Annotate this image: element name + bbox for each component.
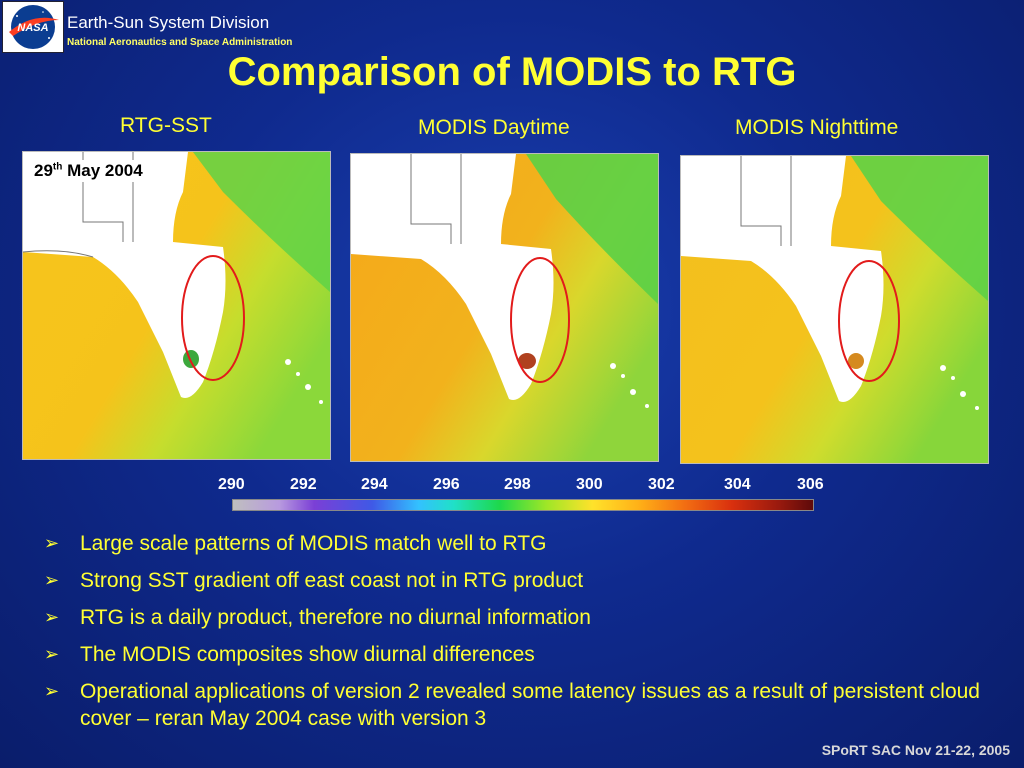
- date-rest: May 2004: [67, 161, 143, 180]
- bullet-text: Operational applications of version 2 re…: [80, 680, 980, 730]
- bullet-text: Strong SST gradient off east coast not i…: [80, 569, 584, 592]
- colorbar-tick: 302: [648, 476, 675, 493]
- bullet-item: ➢ RTG is a daily product, therefore no di…: [44, 604, 1004, 631]
- panel-label-modis-daytime: MODIS Daytime: [418, 116, 570, 139]
- bullet-list: ➢ Large scale patterns of MODIS match wel…: [44, 530, 1004, 742]
- map-rtg-sst: 29th May 2004: [22, 151, 331, 460]
- colorbar-tick: 304: [724, 476, 751, 493]
- bullet-text: Large scale patterns of MODIS match well…: [80, 532, 547, 555]
- map-modis-daytime: [350, 153, 659, 462]
- date-day: 29: [34, 161, 53, 180]
- date-label: 29th May 2004: [31, 160, 146, 182]
- colorbar-tick: 300: [576, 476, 603, 493]
- bullet-text: RTG is a daily product, therefore no diu…: [80, 606, 591, 629]
- footer-text: SPoRT SAC Nov 21-22, 2005: [821, 742, 1010, 758]
- colorbar-tick: 306: [797, 476, 824, 493]
- map-modis-nighttime: [680, 155, 989, 464]
- colorbar-ticks: 290 292 294 296 298 300 302 304 306: [218, 476, 824, 496]
- header: NASA Earth-Sun System Division National …: [0, 0, 330, 53]
- bullet-item: ➢ Large scale patterns of MODIS match wel…: [44, 530, 1004, 557]
- bullet-item: ➢ The MODIS composites show diurnal diffe…: [44, 641, 1004, 668]
- colorbar-tick: 290: [218, 476, 245, 493]
- colorbar-tick: 298: [504, 476, 531, 493]
- bullet-item: ➢ Strong SST gradient off east coast not …: [44, 567, 1004, 594]
- arrow-bullet-icon: ➢: [44, 570, 60, 590]
- colorbar-tick: 292: [290, 476, 317, 493]
- panel-label-modis-nighttime: MODIS Nighttime: [735, 116, 899, 139]
- nasa-logo: NASA: [2, 1, 64, 53]
- colorbar: [232, 499, 814, 511]
- bullet-item: ➢ Operational applications of version 2 r…: [44, 678, 1004, 732]
- page-title: Comparison of MODIS to RTG: [227, 50, 797, 94]
- arrow-bullet-icon: ➢: [44, 533, 60, 553]
- colorbar-tick: 294: [361, 476, 388, 493]
- colorbar-tick: 296: [433, 476, 460, 493]
- arrow-bullet-icon: ➢: [44, 607, 60, 627]
- date-suffix: th: [52, 161, 63, 173]
- nasa-logo-text: NASA: [17, 22, 48, 34]
- panel-label-rtg-sst: RTG-SST: [120, 114, 212, 137]
- arrow-bullet-icon: ➢: [44, 681, 60, 701]
- agency-subtitle: National Aeronautics and Space Administr…: [67, 37, 293, 48]
- arrow-bullet-icon: ➢: [44, 644, 60, 664]
- division-title: Earth-Sun System Division: [67, 13, 270, 32]
- bullet-text: The MODIS composites show diurnal differ…: [80, 643, 535, 666]
